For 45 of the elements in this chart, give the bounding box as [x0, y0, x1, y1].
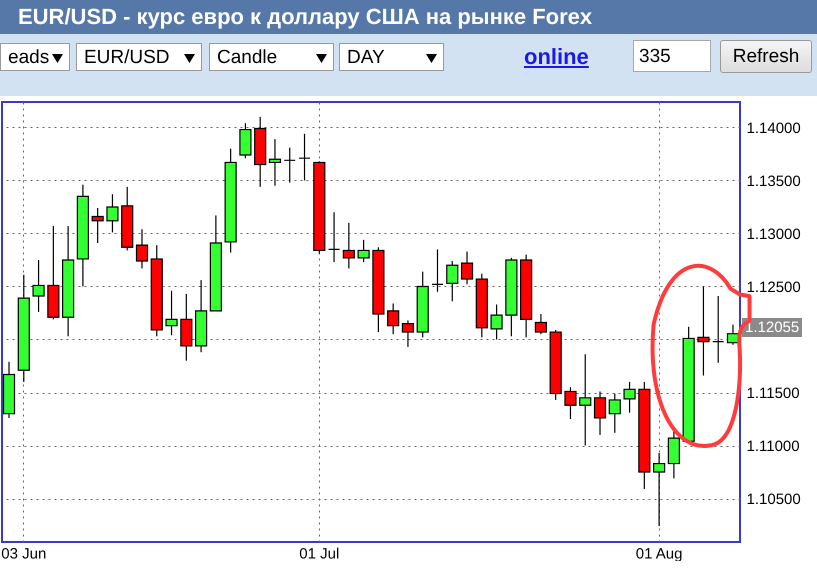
- candlestick: [446, 260, 458, 302]
- candlestick: [697, 286, 710, 376]
- candlestick: [431, 248, 444, 292]
- text: Candle: [217, 47, 278, 68]
- candlestick: [342, 222, 355, 270]
- candlestick: [298, 133, 311, 182]
- text: eads: [8, 47, 50, 68]
- candlestick: [268, 138, 282, 186]
- text: DAY: [347, 47, 385, 68]
- candlestick: [712, 295, 724, 364]
- candlestick: [460, 250, 474, 285]
- y-tick-label: 1.13000: [746, 226, 801, 243]
- y-tick-label: 1.11000: [746, 438, 800, 456]
- y-tick-label: 1.12500: [746, 278, 801, 296]
- y-tick-label: 1.14000: [746, 120, 801, 137]
- text: 1.12055: [742, 318, 802, 338]
- y-tick-label: 1.10500: [746, 491, 801, 508]
- candlestick: [564, 386, 577, 420]
- text: Refresh: [720, 40, 812, 73]
- candlestick: [92, 207, 104, 244]
- candlestick: [534, 313, 548, 335]
- candlestick: [623, 381, 636, 414]
- candlestick: [358, 239, 370, 263]
- text: EUR/USD: [84, 47, 170, 68]
- chart-title: EUR/USD - курс евро к доллару США на рынке Forex: [0, 0, 817, 34]
- candlestick: [579, 354, 592, 446]
- x-tick-label: 01 Jul: [299, 546, 340, 562]
- y-tick-label: 1.11500: [746, 385, 800, 402]
- candlestick: [653, 452, 666, 527]
- candlestick: [328, 212, 340, 263]
- candlestick: [106, 194, 119, 234]
- candlestick: [284, 146, 296, 184]
- text: 335: [633, 40, 711, 72]
- text: online: [524, 44, 589, 70]
- candlestick: [490, 304, 503, 340]
- x-tick-label: 03 Jun: [1, 546, 46, 562]
- candlestick: [402, 320, 414, 348]
- candlestick: [165, 290, 178, 336]
- candlestick: [387, 302, 400, 335]
- candlestick: [136, 228, 148, 270]
- candlestick: [32, 259, 45, 313]
- candlestick: [726, 324, 740, 346]
- y-tick-label: 1.13500: [746, 172, 801, 190]
- candlestick: [608, 392, 621, 434]
- candlestick: [594, 390, 606, 436]
